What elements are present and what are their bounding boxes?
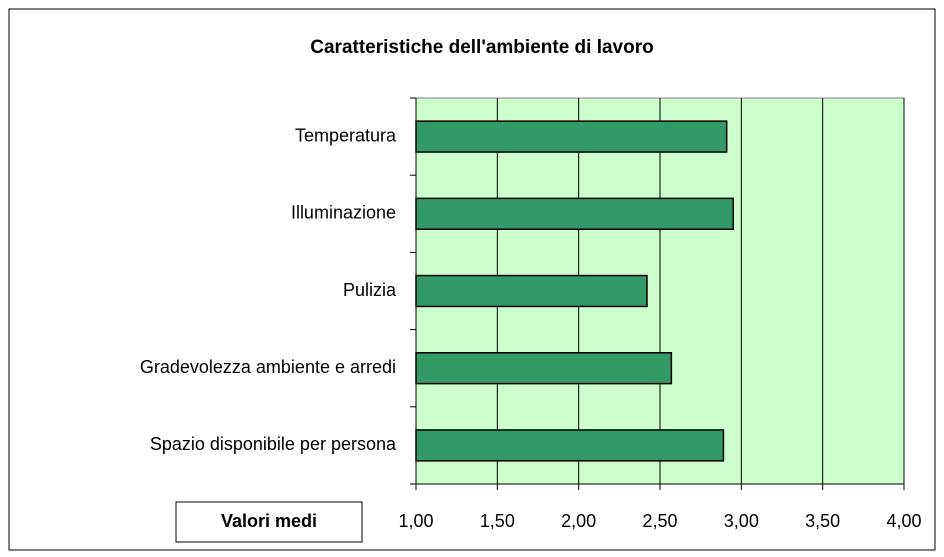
y-tick-label: Pulizia [343, 280, 397, 300]
y-tick-label: Spazio disponibile per persona [150, 434, 397, 454]
x-tick-label: 2,00 [561, 511, 596, 531]
x-axis-label: Valori medi [221, 511, 317, 531]
bar [415, 197, 734, 230]
x-tick-label: 3,00 [724, 511, 759, 531]
bar [415, 429, 725, 462]
y-tick-label: Gradevolezza ambiente e arredi [140, 357, 396, 377]
chart-title: Caratteristiche dell'ambiente di lavoro [310, 37, 653, 58]
x-tick-label: 3,50 [805, 511, 840, 531]
bar [415, 120, 728, 153]
bar [415, 352, 673, 385]
x-tick-label: 4,00 [886, 511, 921, 531]
x-tick-label: 2,50 [642, 511, 677, 531]
bar [415, 274, 648, 308]
x-tick-label: 1,50 [480, 511, 515, 531]
x-tick-label: 1,00 [398, 511, 433, 531]
y-tick-label: Temperatura [295, 125, 397, 145]
axis-label-box [175, 501, 363, 543]
y-tick-label: Illuminazione [291, 203, 396, 223]
